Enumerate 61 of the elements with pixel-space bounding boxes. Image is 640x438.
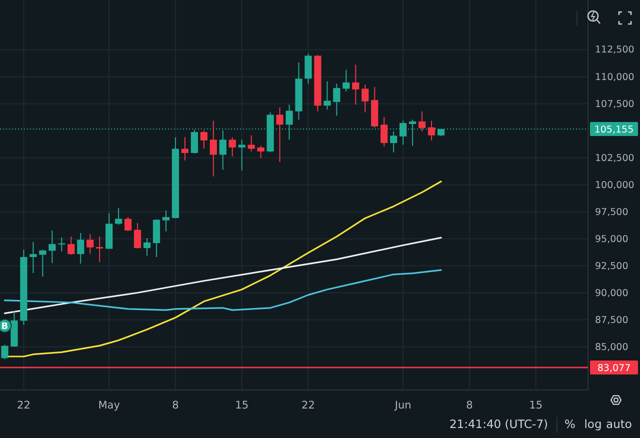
- annotation: B: [1, 322, 8, 332]
- candlestick: [362, 84, 369, 113]
- candlestick: [48, 230, 56, 264]
- candlestick: [352, 64, 360, 106]
- candlestick: [342, 69, 350, 92]
- candlestick: [210, 120, 217, 177]
- text: 21:41:40 (UTC-7): [449, 417, 548, 431]
- candlestick: [418, 110, 426, 132]
- ref-line-label: 83,077: [597, 363, 631, 374]
- text: auto: [606, 417, 632, 431]
- candlestick: [304, 53, 312, 84]
- x-tick-label: Jun: [394, 399, 412, 412]
- line-series: [4, 236, 442, 314]
- text: %: [564, 417, 576, 431]
- candlestick: [248, 134, 255, 152]
- candlestick: [428, 120, 436, 141]
- ref-line-label: 105,155: [594, 124, 634, 136]
- candlestick: [228, 136, 236, 157]
- x-tick-label: 15: [529, 399, 543, 412]
- x-tick-label: 8: [172, 399, 179, 412]
- text: log: [584, 417, 602, 431]
- candlestick: [86, 234, 94, 254]
- candlestick: [30, 241, 37, 274]
- candlestick: [162, 210, 170, 232]
- candlestick: [276, 106, 284, 163]
- candlestick: [58, 236, 66, 252]
- x-tick-label: 8: [466, 399, 473, 412]
- candlestick: [1, 344, 8, 360]
- y-tick-label: 92,500: [595, 260, 628, 272]
- candlestick: [124, 216, 132, 232]
- x-tick-label: 15: [235, 399, 249, 412]
- x-tick-label: 22: [302, 399, 315, 412]
- y-tick-label: 107,500: [595, 98, 634, 110]
- line-series: [4, 269, 442, 311]
- candlestick: [68, 236, 75, 256]
- candlestick: [39, 249, 46, 277]
- candlestick: [324, 80, 331, 110]
- y-tick-label: 112,500: [595, 44, 634, 56]
- candlestick: [190, 129, 198, 154]
- x-tick-label: 22: [17, 399, 30, 412]
- y-tick-label: 95,000: [595, 234, 628, 245]
- y-tick-label: 90,000: [595, 288, 628, 299]
- y-tick-label: 87,500: [595, 314, 628, 326]
- candlestick: [96, 236, 104, 263]
- candlestick: [257, 145, 264, 159]
- candlestick: [200, 130, 208, 150]
- candlestick: [181, 136, 188, 161]
- candlestick: [152, 218, 160, 258]
- candlestick: [238, 139, 246, 171]
- candlestick: [380, 116, 388, 147]
- y-tick-label: 100,000: [595, 180, 634, 191]
- y-tick-label: 110,000: [595, 72, 634, 83]
- candlestick: [390, 130, 398, 153]
- x-tick-label: May: [98, 399, 120, 412]
- candlestick: [77, 232, 84, 264]
- y-tick-label: 102,500: [595, 152, 634, 164]
- y-tick-label: 85,000: [595, 342, 628, 353]
- y-tick-label: 97,500: [595, 206, 628, 218]
- candlestick: [134, 222, 142, 249]
- candlestick: [333, 83, 340, 116]
- candlestick: [143, 237, 151, 256]
